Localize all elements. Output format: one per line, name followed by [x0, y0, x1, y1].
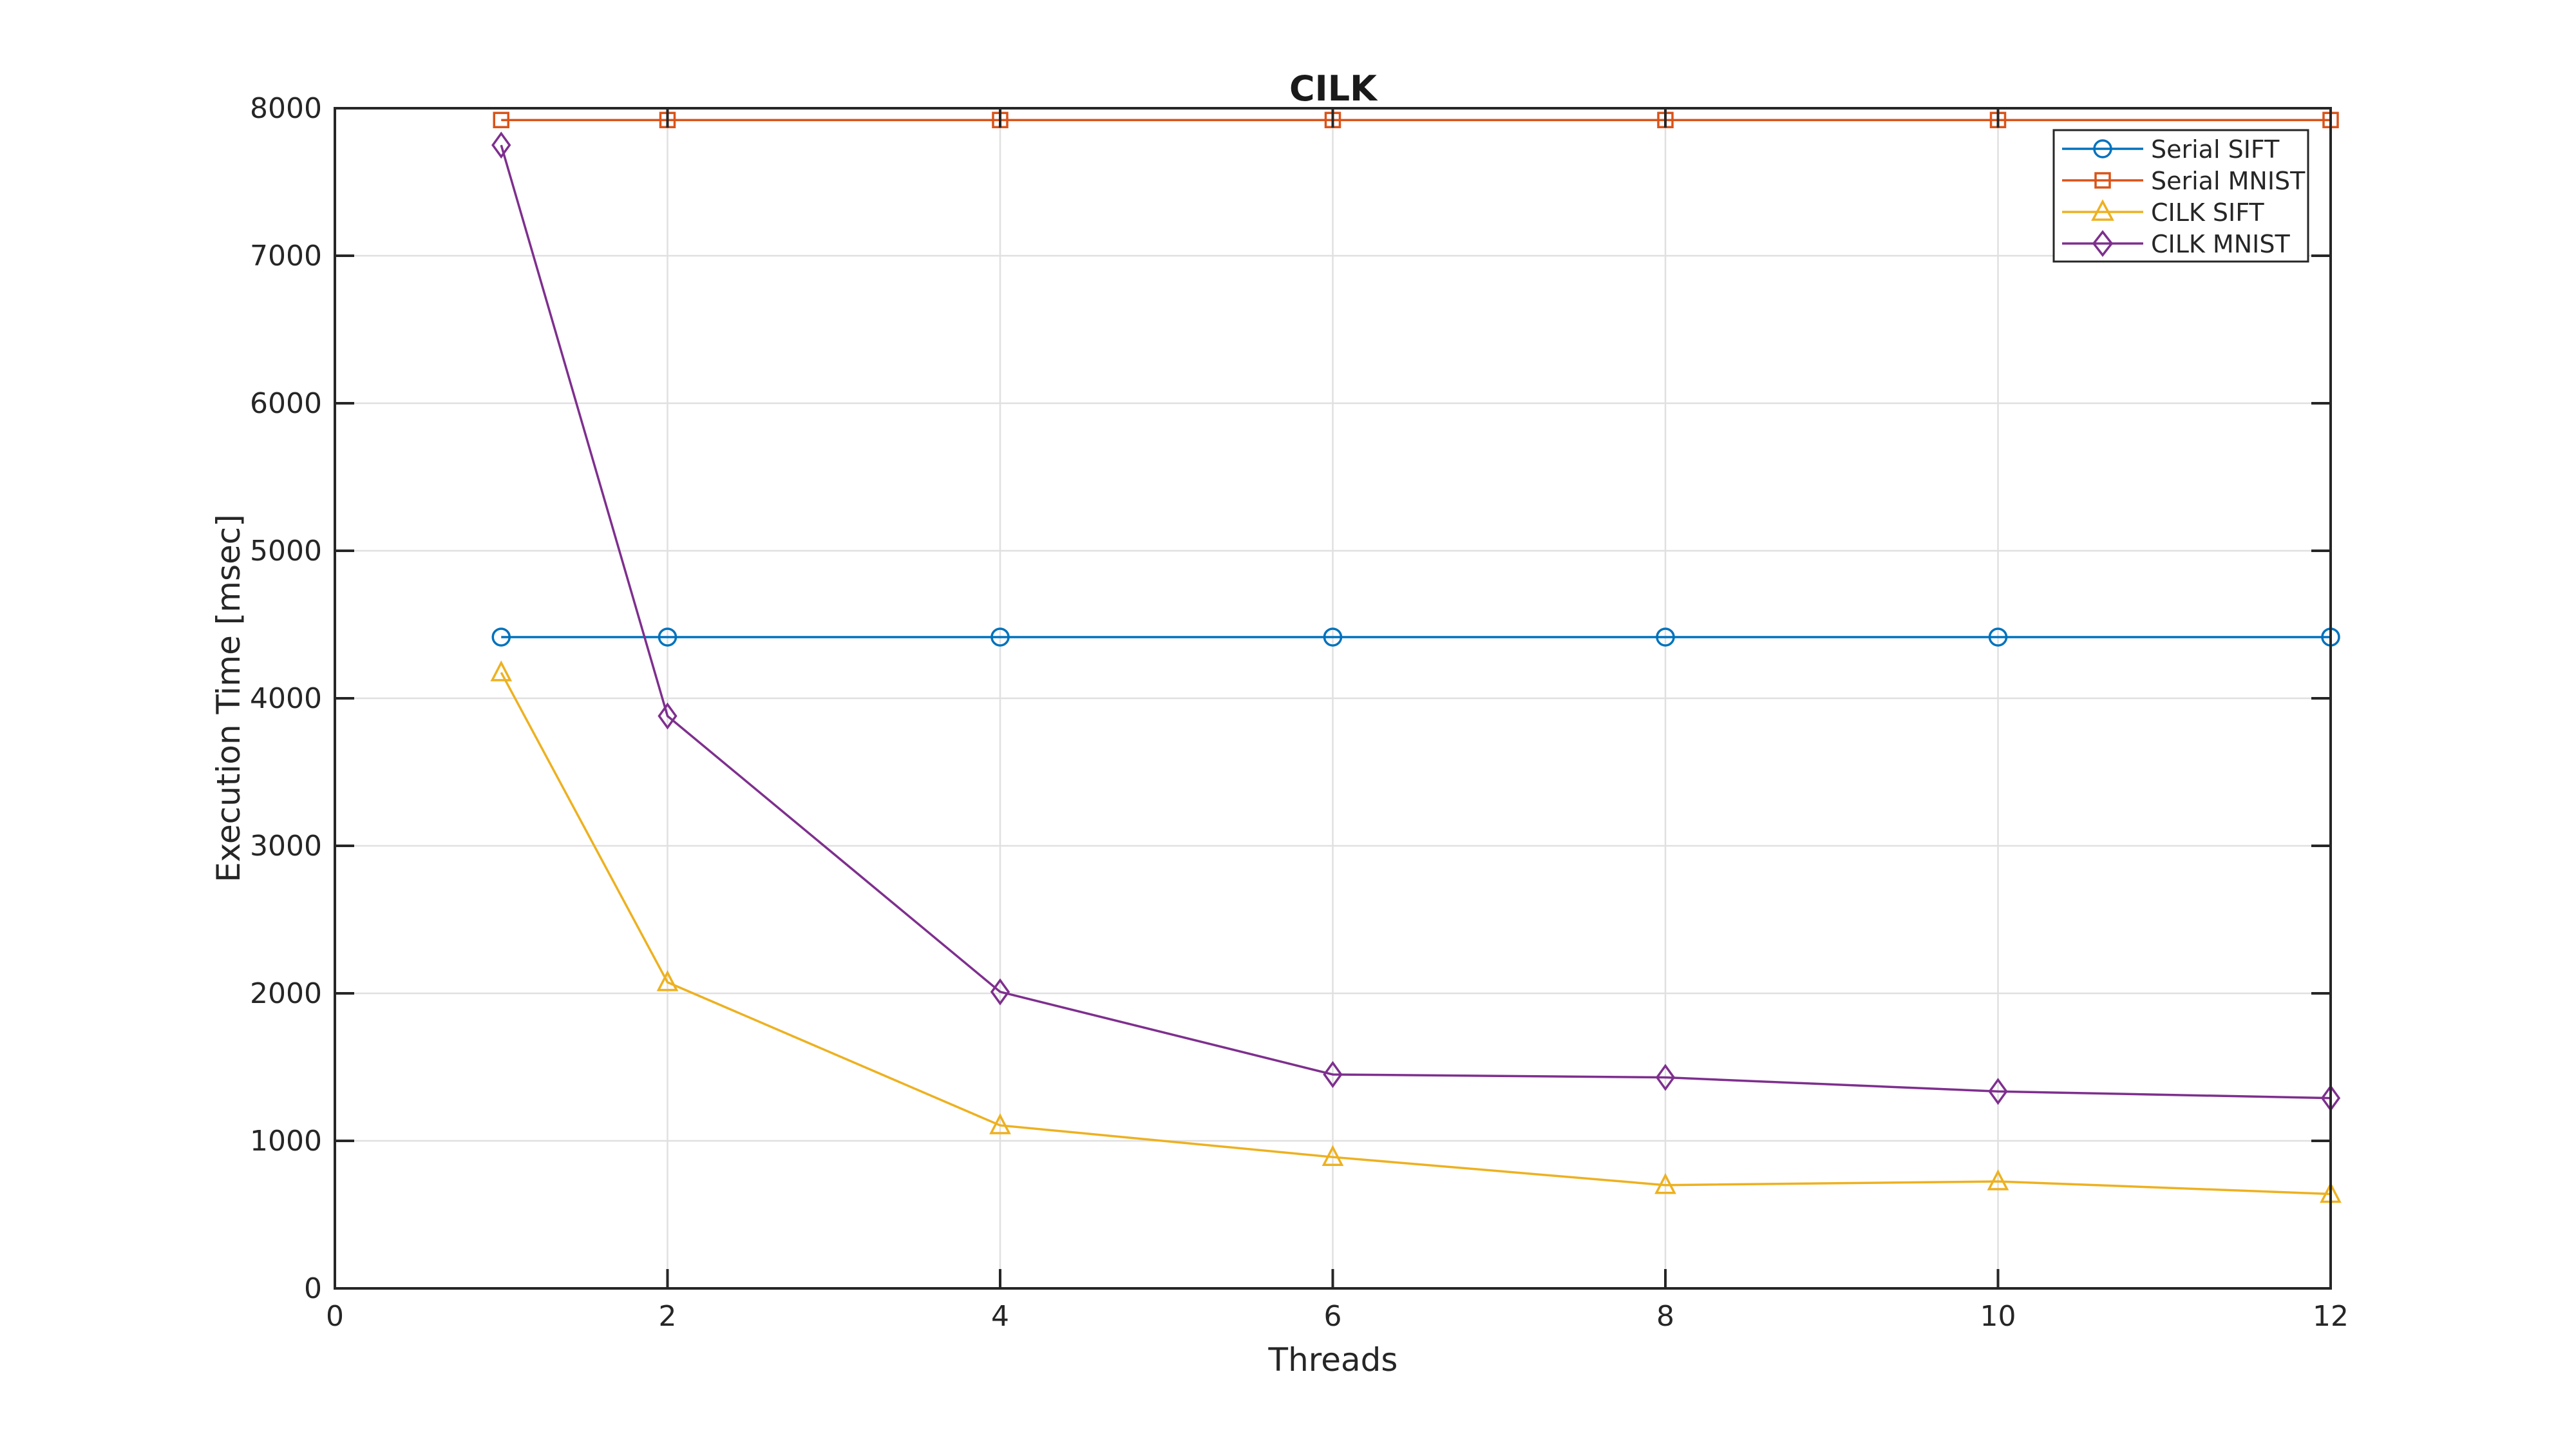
gridlines	[335, 108, 2331, 1288]
diamond-marker-icon	[491, 131, 511, 159]
triangle-marker-icon	[989, 1113, 1011, 1134]
y-tick-label: 6000	[250, 387, 322, 420]
x-tick-label: 0	[326, 1300, 344, 1333]
y-tick-label: 2000	[250, 977, 322, 1010]
chart-title: CILK	[1289, 68, 1378, 109]
circle-marker-icon	[658, 627, 677, 647]
legend-item-serial-sift: Serial SIFT	[2062, 135, 2280, 164]
triangle-marker-icon	[1654, 1172, 1676, 1194]
legend-label: CILK SIFT	[2151, 198, 2264, 227]
series-cilk-sift	[490, 660, 2342, 1203]
legend-item-cilk-sift: CILK SIFT	[2062, 198, 2264, 227]
series-serial-sift	[491, 627, 2340, 647]
triangle-marker-icon	[656, 970, 679, 991]
x-tick-label: 2	[659, 1300, 677, 1333]
legend: Serial SIFT Serial MNIST CILK SIFT CILK …	[2052, 129, 2309, 263]
x-tick-label: 4	[991, 1300, 1009, 1333]
circle-marker-icon	[1323, 627, 1343, 647]
triangle-marker-icon	[490, 660, 513, 682]
triangle-marker-icon	[1987, 1169, 2009, 1190]
circle-marker-icon	[1988, 627, 2008, 647]
series-cilk-mnist	[491, 131, 2341, 1112]
triangle-marker-icon	[1321, 1145, 1344, 1166]
y-axis-label: Execution Time [msec]	[210, 514, 247, 883]
diamond-marker-icon	[658, 702, 677, 730]
diamond-marker-icon	[990, 978, 1010, 1006]
legend-label: Serial SIFT	[2151, 135, 2280, 164]
x-tick-label: 10	[1980, 1300, 2016, 1333]
legend-label: CILK MNIST	[2151, 230, 2290, 258]
circle-marker-icon	[2093, 139, 2112, 158]
diamond-marker-icon	[2092, 230, 2114, 257]
legend-label: Serial MNIST	[2151, 167, 2306, 195]
diamond-marker-icon	[1655, 1064, 1676, 1091]
y-tick-label: 0	[304, 1272, 322, 1305]
legend-item-cilk-mnist: CILK MNIST	[2062, 230, 2290, 258]
y-tick-label: 1000	[250, 1125, 322, 1158]
tick-labels: 0 2 4 6 8 10 12 0 1000 2000 3000 4000 5000 6000 7000 80…	[250, 92, 2349, 1333]
series-line	[500, 144, 2331, 1100]
series-line	[500, 672, 2331, 1196]
diamond-marker-icon	[1988, 1078, 2008, 1105]
x-tick-label: 8	[1656, 1300, 1674, 1333]
series-serial-mnist	[493, 111, 2339, 129]
y-tick-label: 5000	[250, 535, 322, 568]
tick-marks	[334, 107, 2332, 1290]
triangle-marker-icon	[2091, 199, 2114, 221]
y-tick-label: 4000	[250, 682, 322, 715]
diamond-marker-icon	[1323, 1060, 1343, 1088]
x-tick-label: 6	[1324, 1300, 1342, 1333]
square-marker-icon	[493, 111, 509, 129]
circle-marker-icon	[491, 627, 511, 647]
legend-item-serial-mnist: Serial MNIST	[2062, 167, 2306, 195]
y-tick-label: 3000	[250, 830, 322, 863]
circle-marker-icon	[1656, 627, 1675, 647]
x-tick-label: 12	[2313, 1300, 2349, 1333]
x-axis-label: Threads	[1268, 1341, 1398, 1379]
y-tick-label: 8000	[250, 92, 322, 125]
data-series	[490, 111, 2342, 1203]
y-tick-label: 7000	[250, 240, 322, 272]
square-marker-icon	[2094, 172, 2111, 189]
circle-marker-icon	[990, 627, 1010, 647]
